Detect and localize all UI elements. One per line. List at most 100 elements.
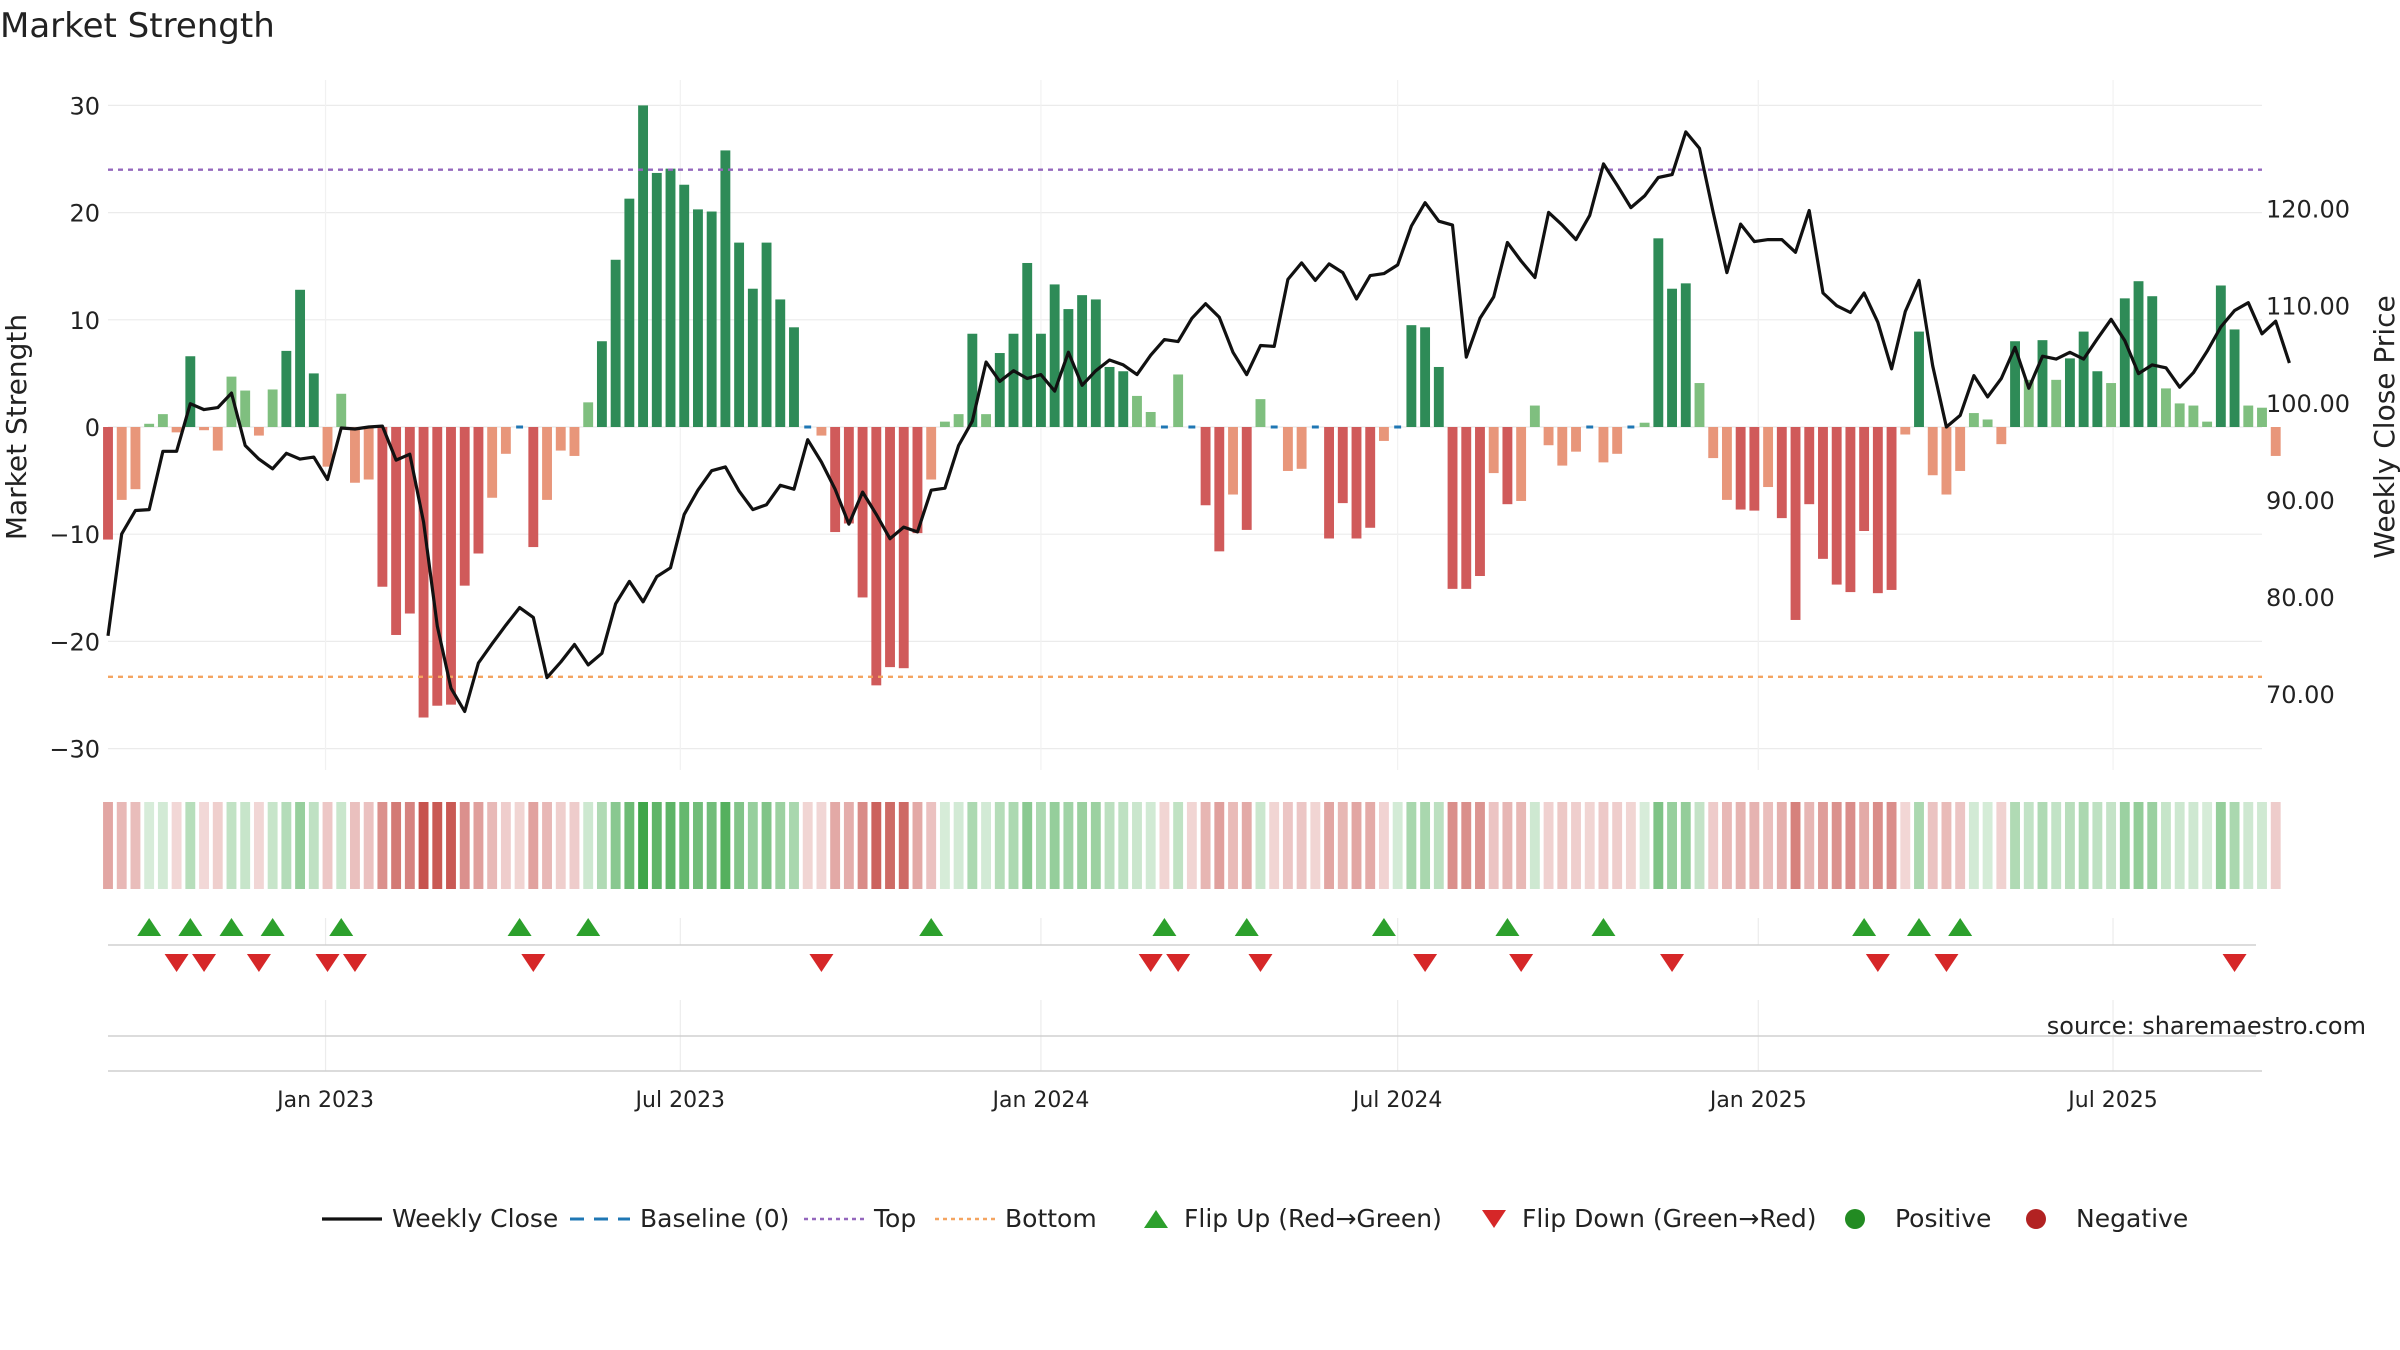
strength-bar — [665, 168, 676, 427]
strength-cell — [2010, 802, 2020, 889]
strength-cell — [2037, 802, 2048, 889]
strength-cell — [1365, 802, 1376, 889]
strength-cell — [1008, 802, 1019, 889]
strength-bar — [871, 427, 882, 686]
strength-cell — [1625, 802, 1636, 889]
strength-cell — [583, 802, 594, 889]
strength-bar — [1776, 427, 1787, 519]
strength-bar — [1337, 427, 1348, 504]
strength-bar — [1571, 427, 1581, 452]
strength-cell — [185, 802, 196, 889]
strength-cell — [885, 802, 895, 889]
strength-cell — [1571, 802, 1581, 889]
strength-bar — [1735, 427, 1746, 510]
flip-up-marker — [576, 918, 601, 936]
strength-bar — [967, 333, 978, 427]
strength-cell — [1831, 802, 1842, 889]
strength-bar — [1982, 419, 1993, 427]
strength-cell — [1872, 802, 1883, 889]
strength-cell — [981, 802, 992, 889]
strength-bar — [267, 389, 278, 427]
strength-cell — [651, 802, 662, 889]
y-tick-label: 10 — [69, 307, 100, 335]
strength-bar — [1845, 427, 1856, 593]
strength-bar — [775, 299, 786, 427]
strength-bar — [1118, 371, 1129, 427]
strength-cell — [926, 802, 937, 889]
legend: Weekly Close Baseline (0) Top Bottom Flip Up… — [322, 1204, 2188, 1233]
strength-cell — [1104, 802, 1115, 889]
strength-bar — [1598, 427, 1609, 463]
strength-cell — [432, 802, 443, 889]
strength-bar — [2092, 371, 2103, 427]
strength-cell — [1859, 802, 1870, 889]
flip-down-marker — [2222, 954, 2247, 972]
strength-bar — [1790, 427, 1801, 620]
strength-bar — [1831, 427, 1842, 585]
strength-bars — [103, 105, 2281, 718]
strength-cell — [1228, 802, 1238, 889]
strength-cell — [500, 802, 511, 889]
strength-cell — [2092, 802, 2103, 889]
strength-bar — [1145, 411, 1156, 427]
strength-bar — [1296, 427, 1307, 469]
legend-label: Baseline (0) — [640, 1204, 789, 1233]
y2-tick-label: 90.00 — [2266, 487, 2335, 515]
strength-bar — [830, 427, 841, 533]
strength-bar — [473, 427, 484, 554]
strength-cell — [226, 802, 237, 889]
x-tick-label: Jul 2023 — [634, 1088, 726, 1113]
strength-cell — [1516, 802, 1527, 889]
strength-cell — [1337, 802, 1348, 889]
strength-cell — [1982, 802, 1993, 889]
strength-bar — [295, 289, 306, 427]
strength-cell — [1241, 802, 1252, 889]
strength-bar — [185, 356, 196, 427]
strength-cell — [1420, 802, 1431, 889]
strength-bar — [103, 427, 113, 540]
flip-up-marker — [1152, 918, 1177, 936]
y-tick-label: 20 — [69, 200, 100, 228]
strength-bar — [1461, 427, 1472, 589]
strength-bar — [1324, 427, 1334, 539]
strength-bar — [2257, 407, 2267, 427]
strength-bar — [2133, 281, 2144, 427]
strength-cell — [116, 802, 127, 889]
flip-up-marker — [329, 918, 354, 936]
strength-bar — [1188, 425, 1196, 429]
strength-cell — [1749, 802, 1760, 889]
y-tick-label: −10 — [49, 521, 100, 549]
strength-bar — [1378, 427, 1389, 441]
strength-bar — [2106, 383, 2117, 427]
reference-lines — [108, 168, 2262, 678]
strength-cell — [871, 802, 882, 889]
strength-cell — [802, 802, 813, 889]
strength-cell — [2243, 802, 2254, 889]
y-tick-label: −20 — [49, 628, 100, 656]
strength-bar — [1749, 427, 1760, 511]
strength-cell — [2161, 802, 2171, 889]
strength-cell — [1049, 802, 1060, 889]
strength-cell — [679, 802, 690, 889]
strength-bar — [843, 427, 854, 524]
strength-bar — [2270, 427, 2281, 456]
strength-bar — [418, 427, 429, 718]
strength-bar — [500, 427, 511, 454]
strength-bar — [1160, 425, 1168, 429]
strength-bar — [212, 427, 223, 451]
legend-label: Bottom — [1005, 1204, 1097, 1233]
strength-cell — [1694, 802, 1705, 889]
y2-tick-label: 110.00 — [2266, 293, 2350, 321]
strength-bar — [1886, 427, 1897, 590]
flip-down-marker — [342, 954, 367, 972]
strength-cell — [1598, 802, 1609, 889]
strength-bar — [336, 393, 347, 427]
strength-bar — [1502, 427, 1513, 505]
strength-bar — [624, 198, 635, 427]
strength-cell — [638, 802, 649, 889]
strength-bar — [1173, 374, 1184, 427]
strength-bar — [1475, 427, 1485, 577]
strength-cell — [1351, 802, 1362, 889]
strength-bar — [912, 427, 923, 534]
strength-bar — [1351, 427, 1362, 539]
